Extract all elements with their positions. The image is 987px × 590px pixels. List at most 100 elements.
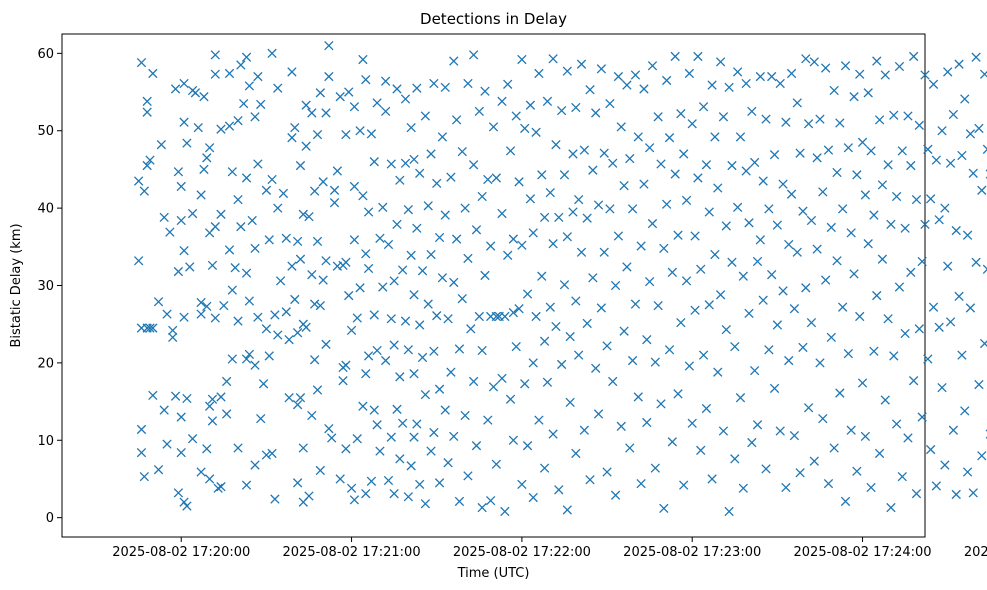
- data-point-marker: [588, 273, 598, 283]
- data-point-marker: [883, 160, 893, 170]
- data-point-marker: [897, 146, 907, 156]
- data-point-marker: [900, 328, 910, 339]
- data-point-marker: [505, 394, 516, 404]
- data-point-marker: [182, 393, 192, 404]
- data-point-marker: [872, 56, 882, 66]
- data-point-marker: [741, 78, 751, 89]
- data-point-marker: [715, 290, 726, 300]
- data-point-marker: [923, 354, 933, 364]
- data-point-marker: [744, 218, 754, 228]
- data-point-marker: [415, 168, 425, 178]
- data-point-marker: [369, 405, 379, 415]
- data-point-marker: [429, 346, 439, 356]
- x-tick-label: 2025-08-02 17:20:00: [112, 545, 250, 560]
- data-point-marker: [233, 316, 243, 326]
- data-point-marker: [483, 174, 493, 185]
- data-point-marker: [295, 254, 306, 264]
- data-point-marker: [392, 404, 402, 414]
- data-point-marker: [389, 276, 399, 286]
- data-point-marker: [309, 186, 320, 196]
- data-point-marker: [173, 488, 184, 498]
- data-point-marker: [525, 194, 536, 204]
- data-point-marker: [239, 98, 249, 109]
- data-point-marker: [400, 158, 411, 168]
- data-point-marker: [874, 115, 885, 125]
- data-point-marker: [554, 485, 564, 495]
- data-point-marker: [977, 185, 987, 195]
- data-point-marker: [275, 276, 286, 286]
- data-point-marker: [840, 61, 851, 71]
- data-point-marker: [423, 299, 433, 309]
- data-point-marker: [457, 146, 467, 157]
- data-point-marker: [287, 261, 297, 271]
- data-point-marker: [412, 223, 422, 233]
- data-point-marker: [219, 300, 229, 311]
- data-point-marker: [318, 177, 328, 187]
- data-point-marker: [979, 69, 987, 79]
- data-point-marker: [440, 405, 450, 415]
- data-point-marker: [372, 98, 382, 108]
- data-point-marker: [261, 324, 272, 334]
- data-point-marker: [874, 448, 885, 459]
- data-point-marker: [940, 460, 950, 470]
- data-point-marker: [511, 111, 521, 121]
- data-point-marker: [420, 499, 431, 509]
- data-point-marker: [656, 399, 666, 409]
- data-point-marker: [273, 83, 283, 93]
- data-point-marker: [636, 241, 646, 251]
- data-point-marker: [891, 191, 902, 202]
- data-point-marker: [625, 153, 635, 164]
- data-point-marker: [497, 96, 507, 106]
- data-point-marker: [818, 187, 828, 197]
- data-point-marker: [321, 256, 331, 266]
- data-point-marker: [270, 494, 280, 504]
- data-point-marker: [361, 489, 371, 499]
- data-point-marker: [965, 129, 976, 139]
- data-point-marker: [145, 323, 155, 333]
- data-point-marker: [511, 341, 521, 352]
- data-point-marker: [593, 409, 604, 419]
- y-tick-label: 50: [37, 124, 54, 139]
- data-point-marker: [979, 338, 987, 349]
- data-point-marker: [764, 345, 774, 355]
- data-point-marker: [772, 320, 783, 330]
- data-point-marker: [412, 419, 422, 429]
- data-point-marker: [199, 164, 209, 175]
- data-point-marker: [730, 454, 740, 464]
- data-point-marker: [636, 478, 646, 489]
- data-point-marker: [406, 461, 416, 471]
- data-point-marker: [920, 70, 930, 80]
- data-point-marker: [309, 355, 320, 365]
- data-point-marker: [855, 311, 865, 322]
- data-point-marker: [610, 490, 621, 500]
- data-point-marker: [466, 324, 476, 334]
- data-point-marker: [173, 266, 184, 277]
- data-point-marker: [468, 50, 479, 60]
- data-point-marker: [585, 85, 595, 95]
- data-point-marker: [176, 412, 186, 422]
- data-point-marker: [463, 78, 473, 89]
- data-point-marker: [662, 75, 672, 86]
- data-point-marker: [659, 243, 669, 254]
- data-point-marker: [679, 149, 689, 159]
- data-point-marker: [857, 137, 868, 147]
- data-point-marker: [261, 185, 272, 195]
- data-point-marker: [196, 297, 206, 308]
- data-point-marker: [877, 180, 888, 190]
- data-point-marker: [528, 228, 538, 238]
- data-point-marker: [400, 316, 411, 326]
- data-point-marker: [434, 478, 445, 488]
- data-point-marker: [395, 175, 405, 185]
- data-point-marker: [554, 212, 564, 223]
- data-point-marker: [923, 144, 933, 154]
- data-point-marker: [755, 71, 766, 82]
- data-point-marker: [380, 76, 391, 86]
- data-point-marker: [960, 94, 970, 104]
- data-point-marker: [755, 235, 766, 245]
- data-point-marker: [315, 88, 325, 98]
- y-axis-ticks: 0 10 20 30 40 50 60: [37, 47, 62, 526]
- data-point-marker: [838, 204, 848, 214]
- data-point-marker: [775, 78, 785, 89]
- data-point-marker: [752, 256, 763, 267]
